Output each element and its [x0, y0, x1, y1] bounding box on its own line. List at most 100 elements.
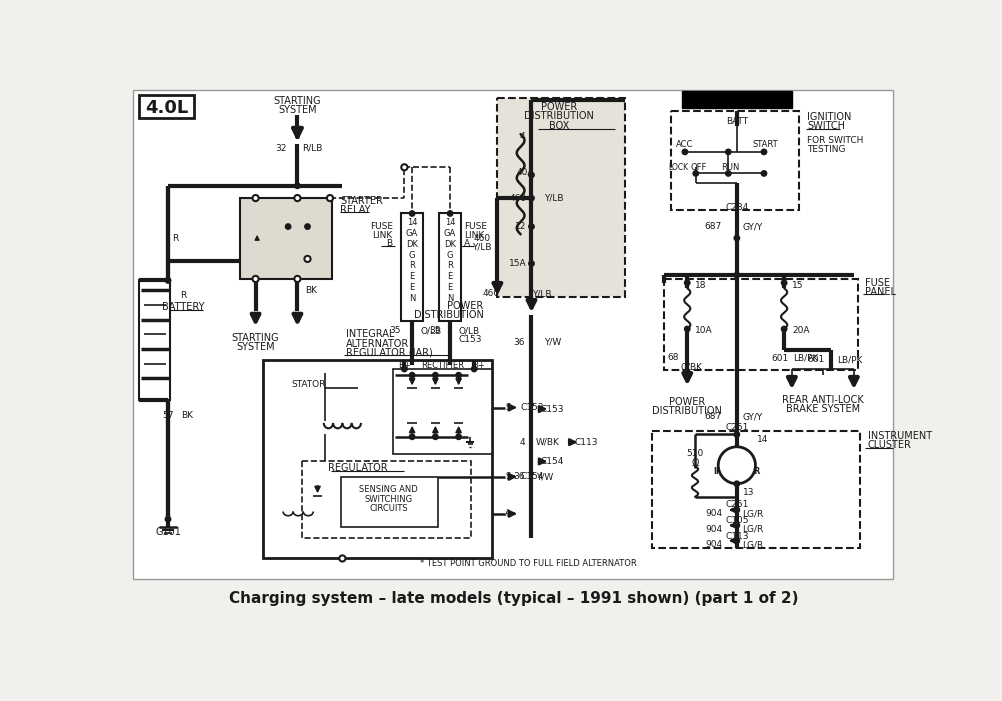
Circle shape	[305, 224, 310, 229]
Text: 4.0L: 4.0L	[144, 99, 188, 117]
Text: GA: GA	[444, 229, 456, 238]
Text: Y/W: Y/W	[543, 338, 560, 346]
Circle shape	[733, 523, 738, 528]
Text: 510: 510	[685, 449, 703, 458]
Text: LG/R: LG/R	[741, 524, 763, 533]
Text: C251: C251	[724, 423, 747, 432]
Text: STARTING: STARTING	[274, 96, 321, 106]
Circle shape	[681, 149, 687, 155]
Text: 57: 57	[161, 411, 173, 420]
Circle shape	[165, 517, 170, 522]
Text: 20A: 20A	[792, 326, 809, 335]
Text: 40A: 40A	[516, 168, 533, 177]
Text: INSTRUMENT: INSTRUMENT	[867, 431, 931, 441]
Circle shape	[295, 183, 300, 189]
Text: 12: 12	[515, 222, 526, 231]
Text: 460: 460	[482, 289, 499, 298]
Text: Y/LB: Y/LB	[471, 243, 491, 252]
Text: W/BK: W/BK	[536, 437, 559, 447]
Circle shape	[683, 326, 689, 332]
Text: 460: 460	[509, 193, 526, 203]
Text: O/BK: O/BK	[679, 362, 701, 372]
Circle shape	[409, 434, 415, 440]
Text: C154: C154	[520, 472, 543, 482]
Text: RUN: RUN	[720, 163, 738, 172]
Text: LB/PK: LB/PK	[836, 355, 862, 365]
Circle shape	[294, 195, 301, 201]
Text: REGULATOR: REGULATOR	[328, 463, 388, 472]
Text: O/LB: O/LB	[421, 326, 442, 335]
Text: BK: BK	[305, 286, 317, 295]
Text: FOR SWITCH: FOR SWITCH	[807, 136, 863, 145]
Text: FUSE: FUSE	[865, 278, 890, 288]
Circle shape	[761, 171, 766, 176]
Text: 904: 904	[704, 540, 721, 549]
Text: 13: 13	[742, 488, 754, 497]
Text: RECTIFIER: RECTIFIER	[421, 362, 464, 370]
Text: 460: 460	[474, 233, 491, 243]
Circle shape	[683, 280, 689, 285]
Text: B+: B+	[472, 362, 485, 370]
Text: S: S	[505, 403, 510, 412]
Text: C251: C251	[724, 500, 747, 509]
Circle shape	[165, 278, 170, 283]
Text: G101: G101	[155, 527, 180, 537]
Text: 601: 601	[771, 354, 788, 362]
Circle shape	[528, 261, 534, 266]
Text: DISTRIBUTION: DISTRIBUTION	[651, 407, 721, 416]
Text: POWER: POWER	[668, 397, 704, 407]
Text: R: R	[447, 261, 453, 271]
Bar	[239, 198, 332, 279]
Circle shape	[447, 211, 452, 216]
Text: LB/PK: LB/PK	[793, 354, 818, 362]
Circle shape	[724, 171, 730, 176]
Text: C105: C105	[724, 516, 747, 525]
Text: GA: GA	[406, 229, 418, 238]
Text: OFF: OFF	[690, 163, 706, 172]
Circle shape	[733, 432, 738, 437]
Text: SWITCH: SWITCH	[807, 121, 845, 132]
Text: SENSING AND: SENSING AND	[359, 485, 418, 494]
Text: LG/R: LG/R	[741, 540, 763, 549]
Bar	[245, 209, 288, 259]
Text: Charging system – late models (typical – 1991 shown) (part 1 of 2): Charging system – late models (typical –…	[228, 591, 798, 606]
Text: R/LB: R/LB	[302, 144, 322, 153]
Circle shape	[294, 276, 301, 282]
Text: ACC: ACC	[675, 139, 693, 149]
Bar	[139, 280, 170, 400]
Text: E: E	[447, 272, 452, 281]
Text: E: E	[409, 272, 415, 281]
Text: Y/LB: Y/LB	[543, 193, 563, 203]
Text: BATT: BATT	[725, 116, 747, 125]
Circle shape	[692, 171, 697, 176]
Text: R: R	[171, 233, 178, 243]
Text: ε: ε	[732, 458, 739, 472]
Bar	[302, 461, 471, 538]
Text: SYSTEM: SYSTEM	[236, 343, 275, 353]
Text: TESTING: TESTING	[807, 145, 845, 154]
Circle shape	[253, 195, 259, 201]
Text: REGULATOR (IAR): REGULATOR (IAR)	[346, 348, 433, 358]
Text: BATTERY: BATTERY	[162, 302, 204, 313]
Text: RELAY: RELAY	[340, 205, 370, 215]
Circle shape	[456, 434, 461, 440]
Text: LINK: LINK	[372, 231, 393, 240]
Text: 14: 14	[445, 218, 455, 227]
Bar	[393, 369, 491, 454]
Text: C113: C113	[724, 531, 747, 540]
Text: START: START	[752, 139, 778, 149]
Text: SWITCHING: SWITCHING	[365, 495, 413, 503]
Text: C284: C284	[724, 203, 747, 212]
Bar	[670, 111, 798, 210]
Text: R: R	[409, 261, 415, 271]
Text: CLUSTER: CLUSTER	[867, 440, 911, 450]
Circle shape	[781, 280, 786, 285]
Text: LG/R: LG/R	[741, 510, 763, 518]
Text: A: A	[464, 239, 470, 248]
Circle shape	[409, 211, 415, 216]
Circle shape	[409, 372, 415, 378]
Circle shape	[733, 236, 738, 241]
Text: GY/Y: GY/Y	[741, 412, 762, 421]
Text: 687: 687	[704, 222, 721, 231]
Text: BOX: BOX	[549, 121, 569, 130]
